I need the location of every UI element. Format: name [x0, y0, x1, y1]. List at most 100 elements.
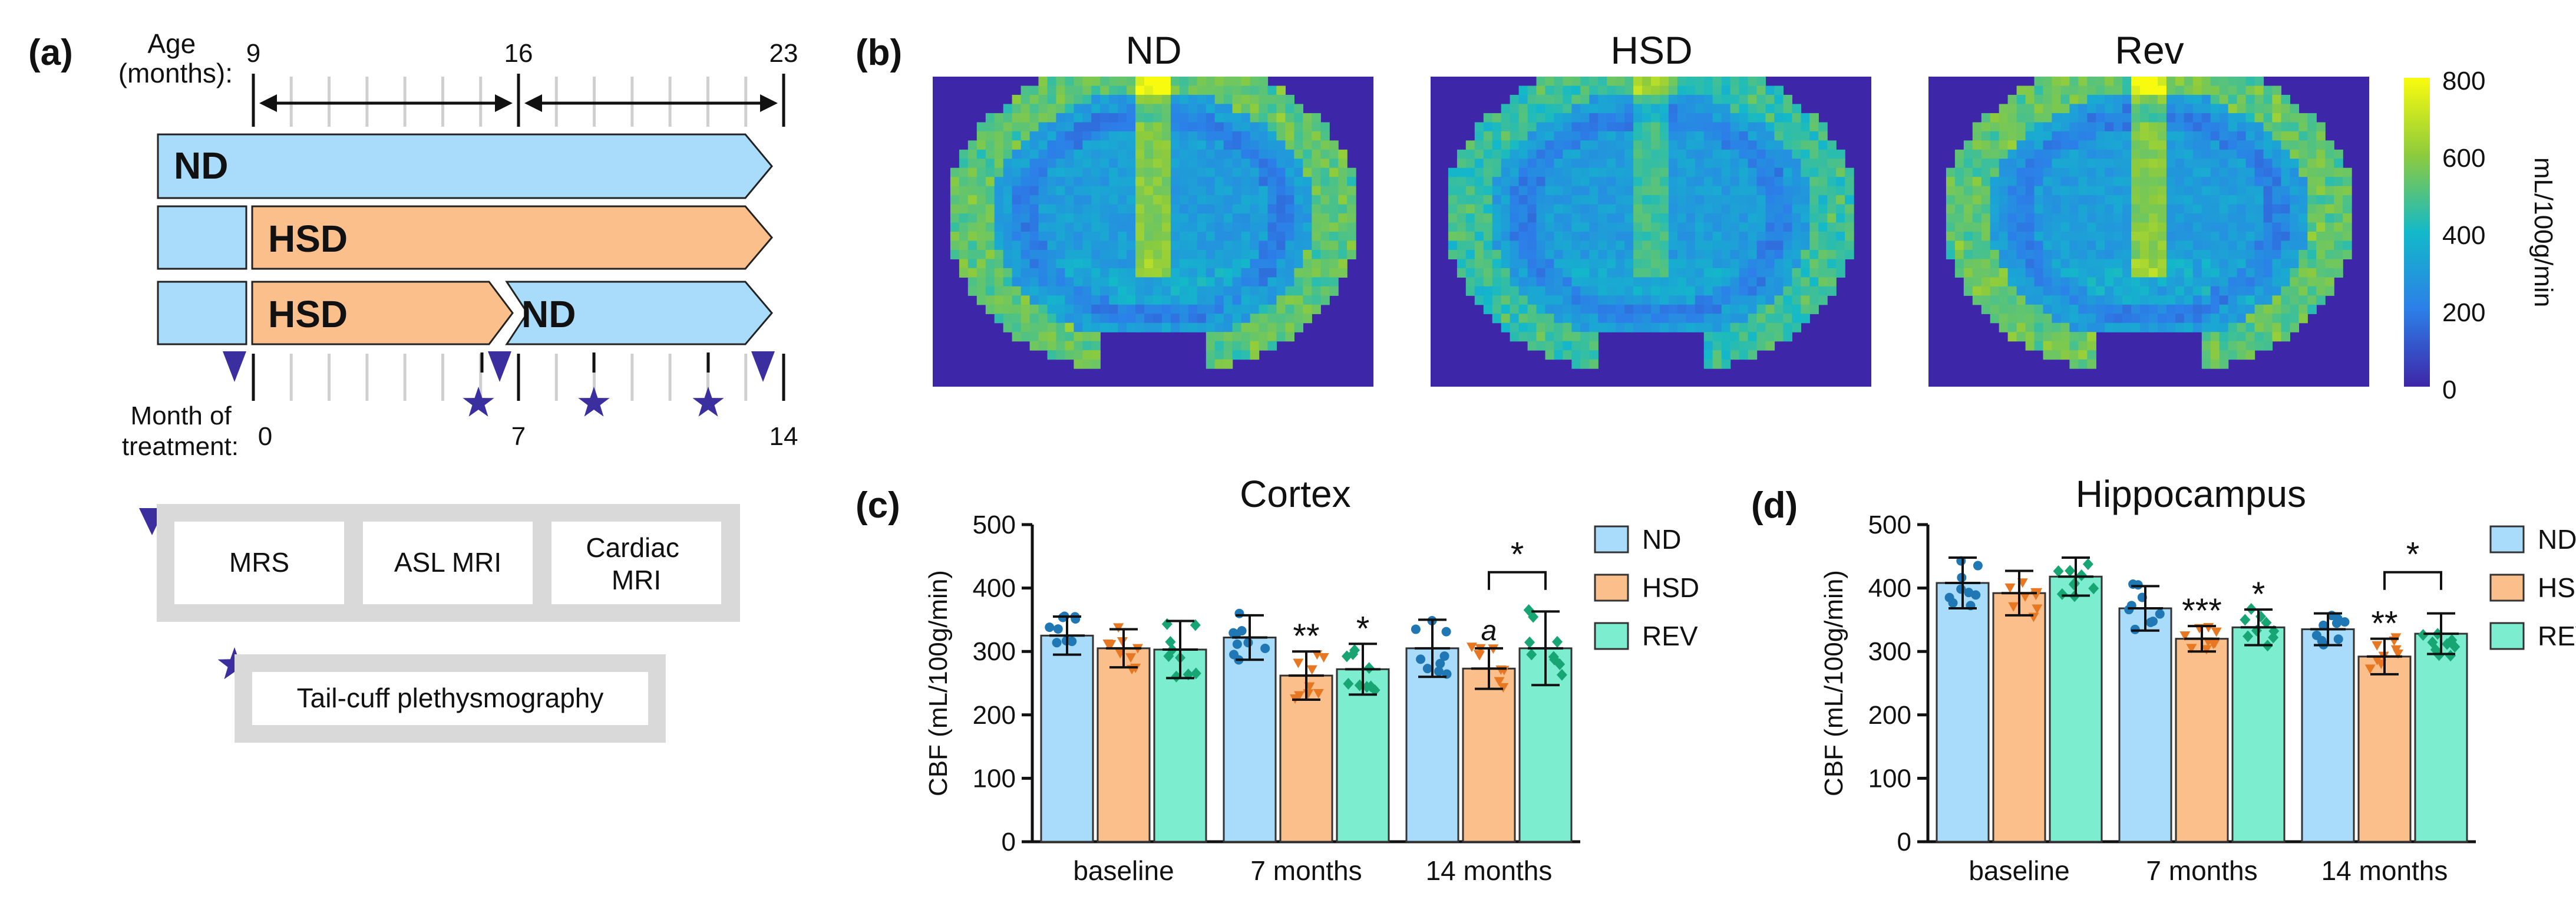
map-voxel — [1695, 113, 1705, 123]
map-voxel — [1633, 186, 1643, 196]
map-voxel — [1695, 322, 1705, 332]
map-voxel — [1677, 167, 1687, 177]
map-voxel — [1127, 104, 1136, 114]
map-voxel — [1527, 213, 1537, 223]
map-voxel — [1312, 240, 1321, 251]
map-voxel — [2016, 140, 2026, 150]
map-voxel — [2158, 140, 2167, 150]
map-voxel — [1660, 222, 1669, 232]
map-voxel — [2237, 85, 2247, 95]
map-voxel — [2105, 149, 2114, 159]
map-voxel — [2184, 204, 2194, 214]
map-voxel — [2052, 295, 2061, 305]
map-voxel — [1179, 232, 1189, 242]
map-voxel — [2105, 113, 2114, 123]
map-voxel — [2113, 204, 2123, 214]
map-voxel — [1474, 177, 1484, 187]
map-voxel — [1518, 240, 1528, 251]
map-voxel — [2210, 295, 2220, 305]
map-voxel — [2060, 249, 2070, 259]
map-voxel — [1598, 186, 1607, 196]
map-voxel — [2343, 222, 2352, 232]
map-voxel — [1312, 232, 1321, 242]
map-voxel — [2043, 232, 2053, 242]
legend-swatch — [1594, 525, 1629, 553]
map-voxel — [1756, 277, 1766, 287]
map-voxel — [2149, 104, 2158, 114]
chart-title: Cortex — [1240, 473, 1351, 515]
map-voxel — [1118, 259, 1127, 269]
map-voxel — [1012, 177, 1022, 187]
map-voxel — [1563, 259, 1572, 269]
map-voxel — [1563, 222, 1572, 232]
map-voxel — [1082, 286, 1092, 296]
map-voxel — [2298, 167, 2308, 177]
map-voxel — [1144, 167, 1154, 177]
map-voxel — [1074, 195, 1083, 205]
map-voxel — [1294, 167, 1303, 177]
map-voxel — [1320, 286, 1330, 296]
map-voxel — [1677, 140, 1687, 150]
map-voxel — [1214, 94, 1224, 104]
map-voxel — [1276, 186, 1286, 196]
map-voxel — [967, 249, 977, 259]
map-voxel — [2060, 195, 2070, 205]
map-voxel — [1082, 359, 1092, 369]
map-voxel — [1118, 104, 1127, 114]
map-voxel — [1527, 149, 1537, 159]
map-voxel — [2281, 149, 2290, 159]
map-voxel — [2087, 222, 2096, 232]
map-voxel — [1774, 159, 1784, 169]
map-voxel — [2016, 286, 2026, 296]
data-point — [1237, 626, 1247, 636]
map-voxel — [1214, 350, 1224, 360]
map-voxel — [2105, 259, 2114, 269]
map-voxel — [1338, 259, 1348, 269]
map-voxel — [1206, 249, 1216, 259]
map-voxel — [1756, 232, 1766, 242]
map-voxel — [1765, 314, 1775, 324]
map-voxel — [2007, 159, 2017, 169]
map-voxel — [1267, 85, 1277, 95]
map-voxel — [985, 277, 995, 287]
map-voxel — [959, 186, 969, 196]
map-voxel — [1206, 322, 1216, 332]
map-voxel — [1774, 140, 1784, 150]
map-voxel — [1616, 204, 1625, 214]
map-voxel — [1135, 232, 1145, 242]
map-voxel — [1047, 286, 1057, 296]
map-voxel — [1127, 140, 1136, 150]
map-voxel — [1021, 113, 1031, 123]
map-voxel — [2272, 222, 2281, 232]
data-point — [2133, 580, 2143, 590]
map-voxel — [1294, 222, 1303, 232]
map-voxel — [2228, 286, 2238, 296]
map-voxel — [1712, 332, 1722, 342]
map-voxel — [1162, 286, 1171, 296]
map-voxel — [1214, 268, 1224, 278]
map-voxel — [1827, 149, 1837, 159]
map-voxel — [1162, 268, 1171, 278]
map-voxel — [1527, 167, 1537, 177]
map-voxel — [1144, 322, 1154, 332]
map-voxel — [1774, 213, 1784, 223]
map-voxel — [1056, 113, 1065, 123]
map-voxel — [2166, 186, 2176, 196]
map-voxel — [1091, 249, 1101, 259]
map-voxel — [985, 149, 995, 159]
map-voxel — [2060, 122, 2070, 132]
map-voxel — [1012, 240, 1022, 251]
map-voxel — [1197, 204, 1207, 214]
map-voxel — [1651, 204, 1660, 214]
map-voxel — [1267, 204, 1277, 214]
map-voxel — [2298, 240, 2308, 251]
map-voxel — [967, 204, 977, 214]
map-voxel — [1580, 286, 1590, 296]
map-voxel — [1739, 195, 1749, 205]
map-voxel — [1501, 195, 1511, 205]
panel-b: (b) ND HSD Rev 800 600 400 200 0 mL/100g… — [856, 28, 2558, 404]
map-voxel — [2096, 104, 2105, 114]
map-voxel — [1492, 295, 1502, 305]
map-voxel — [1483, 122, 1493, 132]
map-voxel — [1756, 186, 1766, 196]
